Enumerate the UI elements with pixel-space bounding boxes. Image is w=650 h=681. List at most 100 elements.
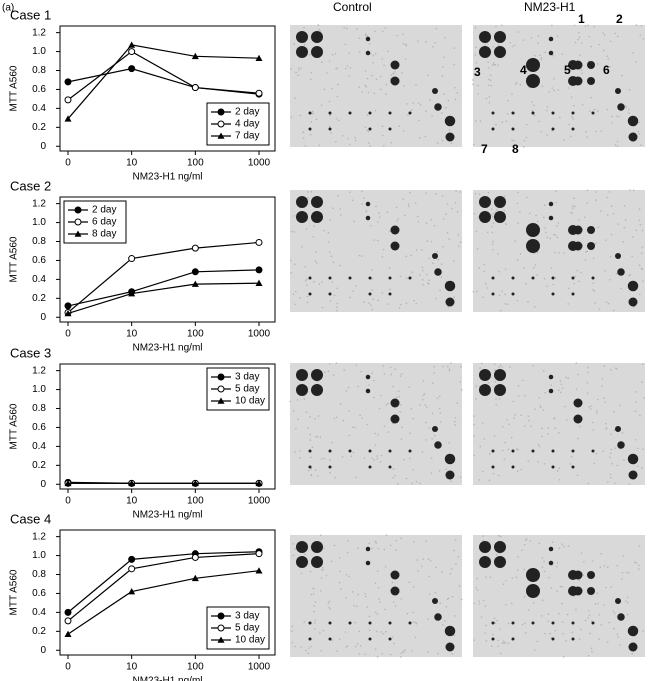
blot-noise [634, 438, 637, 441]
blot-noise [547, 620, 549, 623]
blot-noise [303, 621, 306, 623]
blot-spot [591, 276, 595, 280]
blot-noise [612, 610, 615, 613]
blot-spot [587, 587, 595, 595]
blot-noise [592, 257, 595, 260]
blot-noise [427, 282, 430, 285]
blot-noise [558, 389, 560, 391]
blot-noise [379, 88, 382, 91]
blot-noise [532, 364, 534, 367]
blot-noise [543, 560, 545, 563]
blot-noise [540, 57, 543, 59]
blot-noise [382, 248, 385, 251]
blot-noise [364, 70, 367, 72]
blot-noise [425, 406, 428, 409]
blot-noise [412, 586, 415, 589]
blot-noise [390, 141, 392, 144]
blot-noise [457, 234, 460, 236]
blot-noise [482, 470, 484, 473]
blot-noise [635, 24, 638, 27]
blot-noise [374, 444, 377, 446]
blot-spot [308, 449, 312, 453]
blot-noise [427, 558, 430, 561]
blot-noise [349, 191, 351, 194]
blot-noise [491, 64, 494, 66]
blot-noise [547, 613, 550, 615]
blot-noise [479, 120, 482, 122]
blot-noise [641, 381, 643, 384]
blot-spot [494, 46, 506, 58]
blot-noise [516, 259, 519, 261]
blot-noise [582, 574, 585, 576]
blot-noise [319, 30, 322, 32]
blot-spot [296, 211, 308, 223]
plot-frame [59, 529, 276, 656]
blot-noise [475, 385, 477, 387]
blot-noise [388, 267, 391, 270]
blot-noise [325, 574, 328, 577]
blot-noise [336, 67, 339, 69]
blot-noise [641, 229, 644, 232]
blot-noise [406, 103, 408, 105]
blot-noise [524, 394, 526, 397]
blot-noise [517, 222, 519, 224]
blot-noise [484, 43, 486, 46]
blot-noise [357, 385, 360, 388]
blot-noise [385, 404, 387, 406]
blot-noise [421, 398, 424, 401]
blot-spot [511, 465, 515, 469]
marker [128, 565, 136, 573]
blot-noise [559, 380, 562, 382]
x-tick-label: 100 [187, 158, 204, 169]
blot-spot [365, 560, 371, 566]
blot-noise [592, 282, 595, 285]
blot-spot [445, 297, 455, 307]
blot-noise [641, 268, 644, 271]
y-tick-label: 0 [40, 312, 46, 323]
blot-noise [515, 82, 518, 84]
blot-noise [503, 642, 505, 644]
blot-spot [511, 621, 515, 625]
blot-noise [517, 448, 520, 451]
legend-label: 6 day [92, 217, 116, 228]
blot-noise [490, 214, 493, 216]
blot-noise [385, 83, 388, 86]
blot-noise [573, 197, 576, 200]
y-tick-label: 0.6 [32, 422, 46, 433]
blot-noise [626, 601, 629, 604]
blot-noise [294, 645, 296, 648]
blot-spot [408, 621, 412, 625]
chart-title: Case 1 [10, 7, 51, 22]
blot-noise [521, 549, 523, 551]
blot-noise [358, 630, 361, 633]
blot-spot [348, 449, 352, 453]
blot-noise [321, 61, 323, 63]
blot-noise [512, 400, 514, 403]
blot-noise [594, 242, 597, 245]
blot-noise [534, 408, 536, 411]
series-line [67, 50, 260, 101]
blot-noise [290, 272, 293, 274]
blot-noise [473, 423, 475, 426]
blot-noise [307, 196, 309, 199]
blot-noise [514, 240, 517, 242]
blot-noise [373, 239, 375, 241]
blot-noise [407, 203, 410, 205]
blot-noise [562, 632, 564, 635]
blot-spot [432, 253, 438, 259]
blot-noise [591, 560, 594, 562]
blot-spot [531, 621, 535, 625]
blot-noise [332, 207, 334, 209]
blot-noise [381, 652, 384, 655]
blot-spot [348, 621, 352, 625]
blot-noise [561, 602, 563, 605]
blot-noise [545, 109, 548, 112]
blot-noise [404, 58, 407, 61]
blot-noise [302, 137, 305, 139]
blot-noise [435, 27, 438, 30]
blot-noise [491, 216, 494, 218]
blot-noise [423, 393, 426, 395]
blot-noise [566, 419, 568, 421]
column-header: NM23-H1 [524, 0, 576, 14]
blot-spot [388, 465, 392, 469]
